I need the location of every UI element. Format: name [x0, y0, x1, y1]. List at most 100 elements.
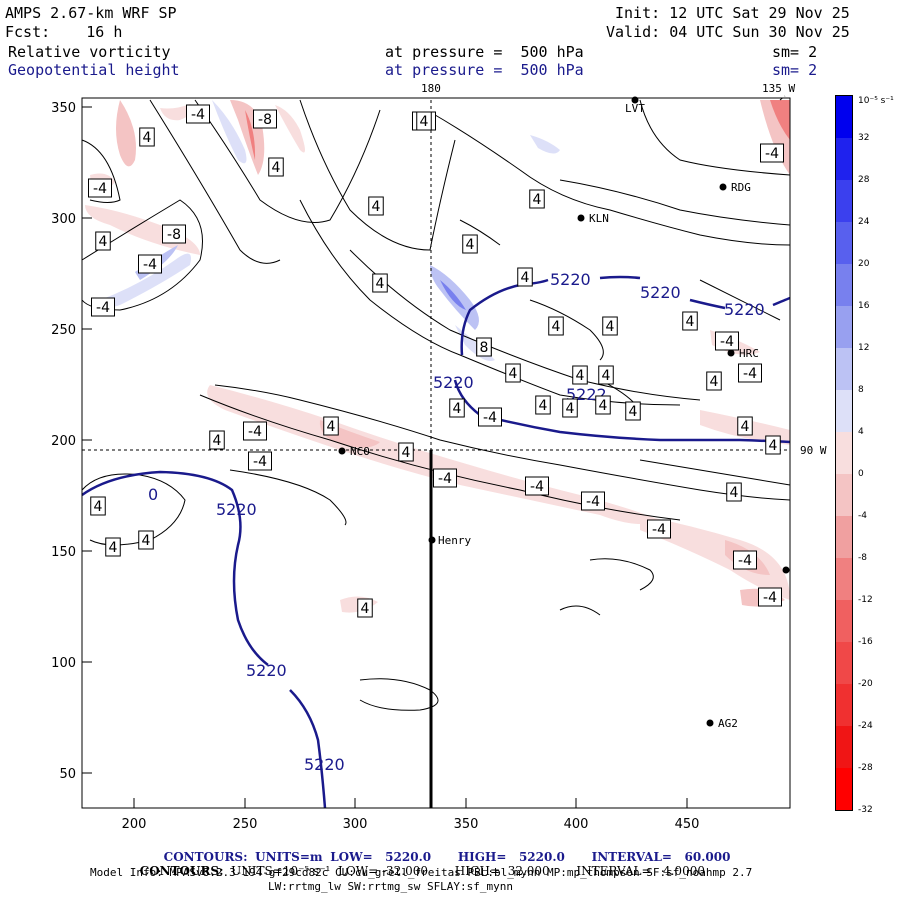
corner-longitude-label: 135 W — [762, 82, 795, 95]
height-label: 5220 — [433, 373, 474, 392]
y-tick-label: 350 — [51, 101, 76, 116]
colorbar-level-label: 32 — [858, 133, 870, 143]
vorticity-label: -4 — [433, 468, 457, 488]
height-contours-title: CONTOURS: — [163, 850, 248, 864]
vorticity-label-text: 4 — [606, 319, 615, 335]
vorticity-label-text: -4 — [253, 454, 267, 470]
colorbar-swatch — [836, 558, 852, 600]
vorticity-label: 4 — [449, 398, 465, 418]
colorbar-swatch — [836, 642, 852, 684]
x-tick-label: 200 — [122, 817, 147, 832]
vorticity-label: -4 — [88, 178, 112, 198]
vorticity-label-text: -4 — [765, 146, 779, 162]
height-contours-info: CONTOURS: UNITS=m LOW= 5220.0 HIGH= 5220… — [156, 838, 731, 864]
vorticity-label-text: -8 — [167, 227, 181, 243]
vorticity-label-text: 4 — [539, 398, 548, 414]
vorticity-label-text: 4 — [710, 374, 719, 390]
map-frame — [81, 97, 791, 809]
height-label: 5220 — [246, 661, 287, 680]
graticule — [82, 95, 790, 451]
colorbar-swatch — [836, 432, 852, 474]
vorticity-label-text: 4 — [599, 398, 608, 414]
colorbar-level-label: 24 — [858, 217, 870, 227]
vorticity-label: 4 — [105, 537, 121, 557]
forecast-hour: Fcst: 16 h — [5, 23, 123, 41]
colorbar-swatch — [836, 474, 852, 516]
vorticity-label: -8 — [253, 109, 277, 129]
colorbar-level-label: 4 — [858, 427, 864, 437]
vorticity-label: 4 — [529, 189, 545, 209]
colorbar-level-label: -16 — [858, 637, 873, 647]
vorticity-label-text: -4 — [586, 494, 600, 510]
height-labels: 5220 5220 5220 5220 5220 5220 5220 5222 … — [148, 270, 765, 774]
vorticity-label-text: 4 — [466, 237, 475, 253]
vorticity-label: -4 — [138, 254, 162, 274]
vorticity-label-text: 4 — [143, 130, 152, 146]
colorbar-unit: 10⁻⁵ s⁻¹ — [858, 96, 894, 106]
vorticity-label: 4 — [726, 482, 742, 502]
colorbar-level-label: -24 — [858, 721, 873, 731]
colorbar-level-label: -28 — [858, 763, 873, 773]
vorticity-label-text: 4 — [372, 199, 381, 215]
colorbar — [835, 95, 853, 811]
vorticity-label: 4 — [462, 234, 478, 254]
height-contours — [81, 275, 791, 809]
vorticity-label-text: -4 — [530, 479, 544, 495]
vorticity-label-text: -4 — [743, 366, 757, 382]
vorticity-label: -4 — [760, 143, 784, 163]
station-label-lvt: LVT — [625, 102, 645, 115]
vorticity-label: 4 — [562, 398, 578, 418]
vorticity-label-text: -4 — [143, 257, 157, 273]
height-label: 5220 — [640, 283, 681, 302]
field-height: Geopotential height — [8, 61, 180, 79]
y-axis: 350 300 250 200 150 100 50 — [51, 101, 92, 782]
parallel-label: 90 W — [800, 444, 827, 457]
vorticity-label: 4 — [95, 231, 111, 251]
vorticity-label-text: 4 — [99, 234, 108, 250]
vorticity-label-text: 4 — [376, 276, 385, 292]
colorbar-swatch — [836, 348, 852, 390]
vorticity-label: 4 — [535, 395, 551, 415]
colorbar-swatch — [836, 138, 852, 180]
vorticity-label: 4 — [505, 363, 521, 383]
vorticity-label: 4 — [368, 196, 384, 216]
y-tick-label: 250 — [51, 323, 76, 338]
x-tick-label: 400 — [564, 817, 589, 832]
vorticity-label-text: 4 — [327, 419, 336, 435]
vorticity-label-text: 4 — [741, 419, 750, 435]
vorticity-interval: INTERVAL= 4.0000 — [576, 864, 705, 878]
vorticity-label: 4 — [372, 273, 388, 293]
vorticity-label-text: 4 — [272, 160, 281, 176]
colorbar-level-label: 16 — [858, 301, 870, 311]
vorticity-label-text: 8 — [480, 340, 489, 356]
vorticity-label-text: 4 — [109, 540, 118, 556]
smoothing-vorticity: sm= 2 — [772, 43, 818, 61]
vorticity-label: 4 — [138, 530, 154, 550]
vorticity-label: -4 — [738, 363, 762, 383]
station-label-rdg: RDG — [731, 181, 751, 194]
vorticity-label: -4 — [525, 476, 549, 496]
colorbar-swatch — [836, 96, 852, 138]
vorticity-label: 4 — [765, 435, 781, 455]
vorticity-label: 4 — [209, 430, 225, 450]
x-tick-label: 350 — [454, 817, 479, 832]
vorticity-label-text: 4 — [213, 433, 222, 449]
height-units: UNITS=m — [255, 850, 323, 864]
colorbar-swatch — [836, 768, 852, 810]
colorbar-level-label: -8 — [858, 553, 867, 563]
y-tick-label: 100 — [51, 656, 76, 671]
vorticity-contours-info: CONTOURS: UNITS=10⁻⁵ s⁻¹ LOW= -32.000 HI… — [132, 852, 705, 878]
vorticity-label-text: 4 — [420, 114, 429, 130]
x-axis: 200 250 300 350 400 450 — [122, 798, 699, 832]
vorticity-label: 4 — [572, 365, 588, 385]
vorticity-low: LOW= -32.000 — [337, 864, 429, 878]
vorticity-label-text: 4 — [552, 319, 561, 335]
vorticity-label-text: 4 — [453, 401, 462, 417]
vorticity-high: HIGH= 32.000 — [454, 864, 550, 878]
vorticity-units: UNITS=10⁻⁵ s⁻¹ — [231, 864, 331, 878]
colorbar-level-label: 20 — [858, 259, 870, 269]
x-tick-label: 300 — [343, 817, 368, 832]
meridian-label: 180 — [421, 82, 441, 95]
vorticity-label-text: 4 — [533, 192, 542, 208]
vorticity-label-text: -4 — [93, 181, 107, 197]
